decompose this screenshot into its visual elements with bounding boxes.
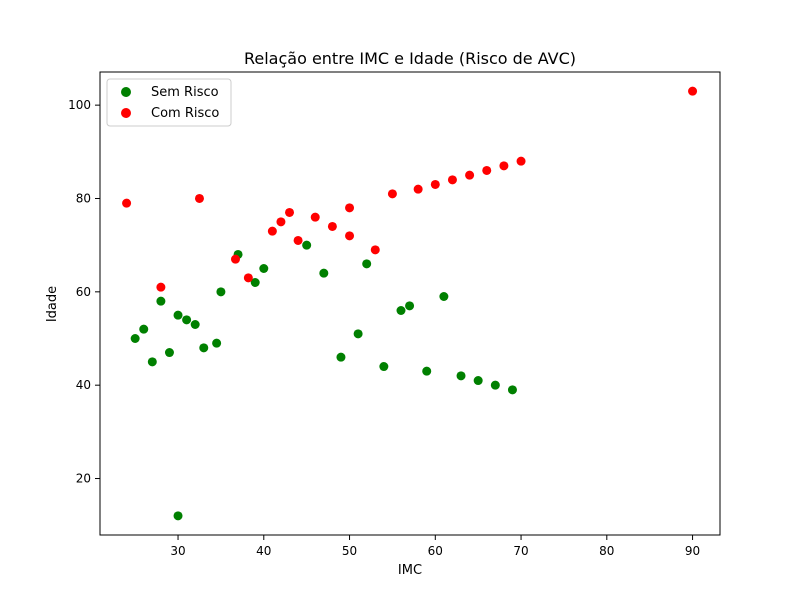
data-point xyxy=(353,329,363,339)
data-point xyxy=(285,207,295,217)
y-axis-ticks: 20 40 60 80 100 xyxy=(68,98,100,486)
data-point xyxy=(259,263,269,273)
data-point xyxy=(379,362,389,372)
data-point xyxy=(327,221,337,231)
x-tick-label: 60 xyxy=(428,544,443,558)
x-tick-label: 70 xyxy=(513,544,528,558)
data-point xyxy=(507,385,517,395)
legend-marker-com-risco xyxy=(121,108,131,118)
data-point xyxy=(439,291,449,301)
data-point xyxy=(190,320,200,330)
data-point xyxy=(130,334,140,344)
data-point xyxy=(147,357,157,367)
data-point xyxy=(293,235,303,245)
x-tick-label: 50 xyxy=(342,544,357,558)
y-tick-label: 100 xyxy=(68,98,91,112)
data-point xyxy=(276,217,286,227)
data-point xyxy=(156,296,166,306)
x-axis-label: IMC xyxy=(398,563,422,578)
data-point xyxy=(456,371,466,381)
series-sem-risco xyxy=(130,240,517,521)
data-point xyxy=(336,352,346,362)
x-tick-label: 30 xyxy=(170,544,185,558)
data-point xyxy=(199,343,209,353)
y-axis-label: Idade xyxy=(45,286,60,322)
data-point xyxy=(688,86,698,96)
data-point xyxy=(194,193,204,203)
data-point xyxy=(173,511,183,521)
data-point xyxy=(302,240,312,250)
series-com-risco xyxy=(122,86,698,292)
data-point xyxy=(250,277,260,287)
x-tick-label: 80 xyxy=(599,544,614,558)
data-point xyxy=(345,203,355,213)
data-point xyxy=(173,310,183,320)
data-point xyxy=(370,245,380,255)
data-point xyxy=(156,282,166,292)
data-point xyxy=(387,189,397,199)
data-point xyxy=(473,376,483,386)
data-point xyxy=(243,273,253,283)
axes-frame xyxy=(99,71,721,536)
legend-box xyxy=(106,78,232,127)
data-point xyxy=(362,259,372,269)
data-point xyxy=(122,198,132,208)
legend-marker-sem-risco xyxy=(121,87,131,97)
x-tick-label: 40 xyxy=(256,544,271,558)
data-point xyxy=(405,301,415,311)
data-point xyxy=(267,226,277,236)
data-point xyxy=(212,338,222,348)
data-point xyxy=(216,287,226,297)
y-tick-label: 80 xyxy=(76,191,91,205)
y-tick-label: 40 xyxy=(76,378,91,392)
data-point xyxy=(396,306,406,316)
data-points xyxy=(122,86,698,521)
data-point xyxy=(465,170,475,180)
chart-title: Relação entre IMC e Idade (Risco de AVC) xyxy=(244,49,576,68)
data-point xyxy=(310,212,320,222)
data-point xyxy=(182,315,192,325)
x-tick-label: 90 xyxy=(685,544,700,558)
data-point xyxy=(516,156,526,166)
legend: Sem Risco Com Risco xyxy=(106,78,232,127)
x-axis-ticks: 30 40 50 60 70 80 90 xyxy=(170,535,700,558)
y-tick-label: 20 xyxy=(76,472,91,486)
data-point xyxy=(345,231,355,241)
data-point xyxy=(499,161,509,171)
data-point xyxy=(139,324,149,334)
data-point xyxy=(430,179,440,189)
data-point xyxy=(422,366,432,376)
data-point xyxy=(447,175,457,185)
legend-label-com-risco: Com Risco xyxy=(151,106,219,121)
y-tick-label: 60 xyxy=(76,285,91,299)
data-point xyxy=(413,184,423,194)
legend-label-sem-risco: Sem Risco xyxy=(151,85,219,100)
data-point xyxy=(482,165,492,175)
data-point xyxy=(490,380,500,390)
data-point xyxy=(230,254,240,264)
data-point xyxy=(319,268,329,278)
data-point xyxy=(164,348,174,358)
